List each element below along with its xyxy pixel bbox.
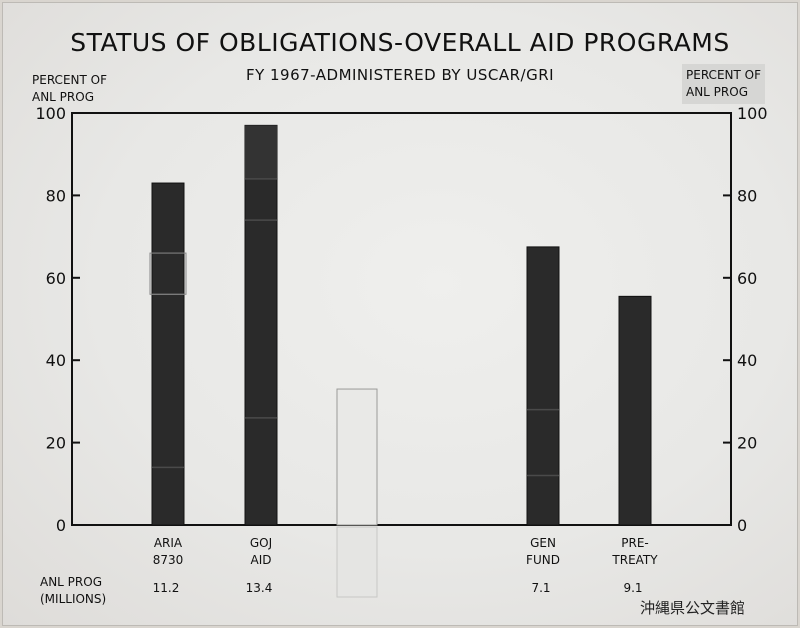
archive-watermark: 沖縄県公文書館 — [640, 599, 746, 617]
y-tick-label-right: 0 — [737, 516, 747, 535]
bar — [151, 182, 185, 526]
bar-faint — [336, 388, 378, 526]
anl-prog-value: 7.1 — [531, 581, 550, 595]
bar-top-band — [245, 125, 277, 179]
y-tick-label-right: 20 — [737, 434, 757, 453]
x-category-label: TREATY — [611, 553, 658, 567]
y-tick-label-left: 40 — [46, 351, 66, 370]
anl-prog-label-line2: (MILLIONS) — [40, 592, 107, 606]
x-category-label: AID — [251, 553, 272, 567]
x-category-label: GEN — [530, 536, 556, 550]
plot-frame — [71, 112, 732, 526]
y-axis-label-left-line1: PERCENT OF — [32, 73, 107, 87]
bar-highlight-box — [149, 252, 187, 295]
x-category-label: ARIA — [154, 536, 183, 550]
bar — [618, 295, 652, 526]
y-axis-label-left: PERCENT OF ANL PROG — [32, 72, 107, 106]
y-axis-label-left-line2: ANL PROG — [32, 90, 95, 104]
y-tick-label-right: 100 — [737, 104, 768, 123]
y-tick-label-left: 0 — [56, 516, 66, 535]
x-category-label: 8730 — [153, 553, 184, 567]
y-axis-label-right-line1: PERCENT OF — [686, 68, 761, 82]
y-axis-label-right: PERCENT OF ANL PROG — [682, 64, 765, 104]
bar — [244, 124, 278, 526]
chart-subtitle: FY 1967-ADMINISTERED BY USCAR/GRI — [245, 66, 555, 84]
y-tick-label-right: 80 — [737, 186, 757, 205]
bar — [526, 246, 560, 526]
chart-title: STATUS OF OBLIGATIONS-OVERALL AID PROGRA… — [70, 28, 730, 57]
y-tick-label-right: 60 — [737, 269, 757, 288]
x-category-label: PRE- — [621, 536, 649, 550]
anl-prog-value: 13.4 — [246, 581, 273, 595]
y-tick-label-left: 60 — [46, 269, 66, 288]
y-tick-label-right: 40 — [737, 351, 757, 370]
y-tick-label-left: 100 — [35, 104, 66, 123]
x-category-label: GOJ — [250, 536, 272, 550]
x-category-label: FUND — [526, 553, 560, 567]
anl-prog-value: 9.1 — [623, 581, 642, 595]
anl-prog-row-label: ANL PROG (MILLIONS) — [40, 574, 106, 608]
y-tick-label-left: 20 — [46, 434, 66, 453]
bar-faint-label-box — [336, 526, 378, 598]
y-axis-label-right-line2: ANL PROG — [686, 85, 749, 99]
anl-prog-value: 11.2 — [153, 581, 180, 595]
anl-prog-label-line1: ANL PROG — [40, 575, 103, 589]
y-tick-label-left: 80 — [46, 186, 66, 205]
